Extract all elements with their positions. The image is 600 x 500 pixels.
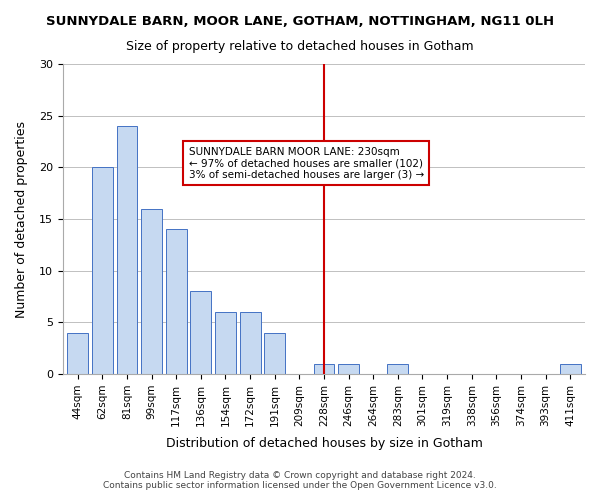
Text: Contains HM Land Registry data © Crown copyright and database right 2024.
Contai: Contains HM Land Registry data © Crown c…	[103, 470, 497, 490]
Bar	[190, 292, 211, 374]
Bar	[92, 168, 113, 374]
Text: SUNNYDALE BARN, MOOR LANE, GOTHAM, NOTTINGHAM, NG11 0LH: SUNNYDALE BARN, MOOR LANE, GOTHAM, NOTTI…	[46, 15, 554, 28]
Bar	[116, 126, 137, 374]
Y-axis label: Number of detached properties: Number of detached properties	[15, 120, 28, 318]
Bar	[264, 332, 285, 374]
X-axis label: Distribution of detached houses by size in Gotham: Distribution of detached houses by size …	[166, 437, 482, 450]
Text: Size of property relative to detached houses in Gotham: Size of property relative to detached ho…	[126, 40, 474, 53]
Bar	[338, 364, 359, 374]
Text: SUNNYDALE BARN MOOR LANE: 230sqm
← 97% of detached houses are smaller (102)
3% o: SUNNYDALE BARN MOOR LANE: 230sqm ← 97% o…	[188, 146, 424, 180]
Bar	[141, 208, 162, 374]
Bar	[560, 364, 581, 374]
Bar	[388, 364, 409, 374]
Bar	[239, 312, 260, 374]
Bar	[166, 230, 187, 374]
Bar	[215, 312, 236, 374]
Bar	[67, 332, 88, 374]
Bar	[314, 364, 334, 374]
